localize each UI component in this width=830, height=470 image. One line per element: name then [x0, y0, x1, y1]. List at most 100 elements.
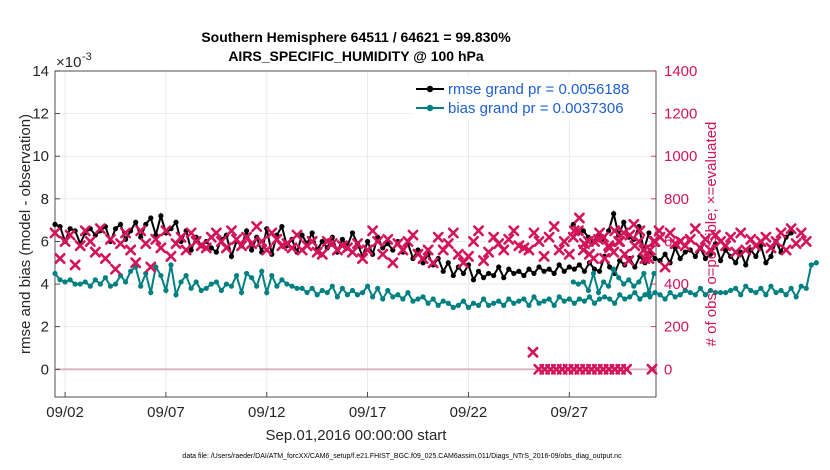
bias-point	[657, 292, 663, 298]
rmse-point	[309, 230, 315, 236]
bias-point	[622, 296, 628, 302]
rmse-point	[208, 245, 214, 251]
bias-point	[309, 285, 315, 291]
rmse-point	[576, 262, 582, 268]
bias-point	[753, 289, 759, 296]
rmse-point	[581, 268, 588, 274]
chart-title-line2: AIRS_SPECIFIC_HUMIDITY @ 100 hPa	[228, 48, 484, 64]
obs-count-marker	[623, 255, 635, 267]
obs-count-marker	[775, 227, 787, 239]
rmse-point	[546, 266, 552, 272]
bias-point	[138, 283, 144, 289]
bias-point	[163, 287, 169, 294]
bias-point	[455, 302, 461, 308]
obs-count-marker	[548, 221, 560, 233]
obs-count-marker	[210, 227, 222, 239]
y-right-tick-label: 200	[664, 319, 689, 336]
bias-point	[173, 292, 179, 298]
obs-count-marker	[200, 242, 212, 254]
bias-point	[516, 298, 522, 304]
bias-point	[783, 292, 789, 298]
bias-point	[506, 296, 512, 302]
obs-count-marker	[628, 218, 640, 230]
rmse-point	[521, 272, 527, 279]
bias-point	[575, 281, 581, 287]
bias-point	[556, 294, 562, 300]
y-left-tick-label: 10	[32, 148, 49, 165]
rmse-point	[249, 247, 255, 253]
bias-point	[269, 272, 275, 279]
obs-count-marker	[795, 227, 807, 239]
bias-point	[627, 294, 633, 300]
legend-rmse-label: rmse grand pr = 0.0056188	[448, 81, 629, 98]
rmse-point	[440, 268, 446, 274]
bias-point	[570, 279, 576, 285]
obs-count-marker	[64, 229, 76, 241]
obs-count-marker	[84, 235, 96, 247]
bias-point	[728, 287, 734, 294]
rmse-point	[566, 264, 572, 270]
tick-labels: 0 2 4 6 8 10 12 14 0 200 400 600 800 1000 1200 1400 09/0…	[32, 63, 697, 421]
obs-count-marker	[643, 253, 655, 265]
bias-point	[349, 287, 356, 294]
obs-count-marker	[800, 235, 812, 247]
bias-point	[551, 302, 557, 308]
rmse-point	[496, 264, 502, 270]
bias-point	[590, 270, 597, 277]
bias-point	[62, 279, 68, 285]
y-right-tick-label: 1200	[664, 106, 697, 123]
bias-point	[354, 292, 361, 298]
rmse-point	[173, 219, 179, 225]
obs-count-marker	[291, 229, 303, 241]
rmse-point	[228, 253, 235, 259]
bias-point	[465, 304, 472, 311]
exponent-base: ×10	[56, 54, 81, 71]
y-left-tick-label: 14	[32, 63, 49, 80]
y-right-tick-label: 0	[664, 361, 672, 378]
y-right-tick-label: 400	[664, 276, 689, 293]
bias-point	[595, 289, 602, 296]
obs-count-marker	[452, 248, 464, 260]
bias-point	[188, 285, 194, 291]
bias-point	[243, 270, 250, 277]
bias-point	[365, 283, 371, 289]
obs-count-marker	[110, 263, 122, 275]
rmse-point	[556, 262, 562, 268]
bias-point	[606, 283, 612, 289]
rmse-point	[299, 232, 305, 238]
obs-count-marker	[427, 257, 439, 269]
rmse-point	[753, 253, 759, 259]
obs-count-marker	[261, 244, 273, 256]
bias-point	[722, 289, 729, 296]
obs-count-marker	[99, 253, 111, 265]
bias-point	[546, 296, 552, 302]
bias-point	[370, 294, 376, 300]
bias-point	[415, 296, 421, 302]
bias-point	[580, 279, 586, 285]
chart-title-line1: Southern Hemisphere 64511 / 64621 = 99.8…	[201, 29, 511, 45]
bias-point	[712, 289, 719, 296]
bias-point	[304, 289, 310, 296]
y-right-tick-label: 800	[664, 191, 689, 208]
obs-count-marker	[558, 235, 570, 247]
bias-point	[672, 294, 678, 300]
obs-count-marker	[664, 227, 676, 239]
obs-count-marker	[689, 223, 701, 235]
bias-point	[344, 292, 351, 298]
obs-count-marker	[387, 257, 399, 269]
bias-point	[496, 298, 502, 304]
bias-point	[77, 281, 83, 287]
legend-bias-marker	[426, 104, 434, 112]
y-left-tick-label: 4	[41, 276, 49, 293]
bias-point	[375, 285, 381, 291]
x-tick-label: 09/27	[551, 404, 589, 421]
bias-point	[526, 302, 532, 308]
obs-count-marker	[582, 235, 594, 247]
obs-count-marker	[538, 250, 550, 262]
bias-point	[440, 298, 446, 304]
obs-count-marker	[498, 244, 510, 256]
obs-count-marker	[165, 250, 177, 262]
bias-point	[788, 285, 794, 291]
bias-point	[400, 296, 406, 302]
bias-point	[274, 283, 280, 289]
